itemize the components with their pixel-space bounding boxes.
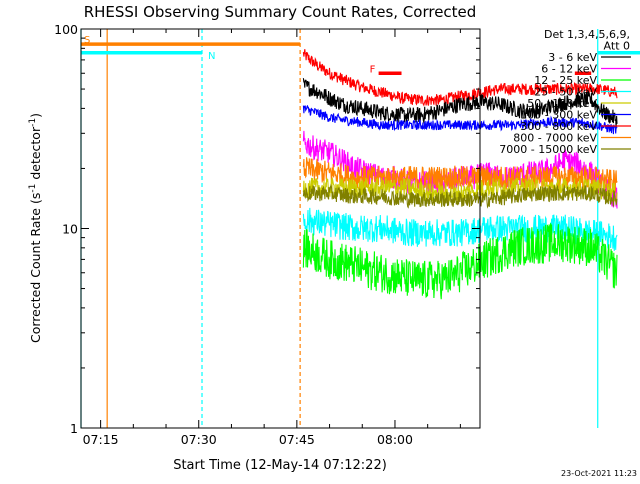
legend-entry-label: 300 - 800 keV [520,120,597,133]
series-line [302,183,618,209]
x-axis-label: Start Time (12-May-14 07:12:22) [173,458,387,473]
y-tick-label: 1 [70,421,78,436]
x-tick-label: 07:45 [279,432,315,447]
legend-header: Att 0 [604,40,630,53]
legend-entry-label: 6 - 12 keV [541,63,597,76]
series-line [302,104,618,135]
y-axis-label: Corrected Count Rate (s-1 detector-1) [28,113,43,343]
axes: 07:15 07:30 07:45 08:00 100 10 1 [54,22,481,447]
generation-timestamp: 23-Oct-2021 11:23 [561,469,637,478]
y-axis-label-part: Corrected Count Rate (s [28,193,43,343]
series-line [302,78,618,128]
chart-title: RHESSI Observing Summary Count Rates, Co… [84,3,477,21]
legend-entry-label: 800 - 7000 keV [513,132,597,145]
legend-entry-label: 12 - 25 keV [534,74,597,87]
legend-header: Det 1,3,4,5,6,9, [544,28,630,41]
x-tick-label: 07:30 [181,432,217,447]
legend-entry-label: 25 - 50 keV [534,86,597,99]
legend-entry-label: 50 - 100 keV [527,97,597,110]
y-axis-label-part: detector [28,126,43,184]
flag-label: N [208,51,215,62]
y-tick-label: 100 [54,22,78,37]
plot-area: S N F [80,29,640,428]
x-tick-label: 08:00 [377,432,413,447]
flag-label: F [370,64,376,75]
y-axis-label-superscript: -1 [28,184,38,193]
x-tick-label: 07:15 [83,432,119,447]
series-line [302,49,618,107]
legend-entry-label: 7000 - 15000 keV [499,143,597,156]
series-line [302,207,618,251]
y-axis-label-superscript: -1 [28,118,38,127]
y-axis-label-part: ) [28,113,43,118]
series-line [302,157,618,193]
legend-entry-label: 100 - 300 keV [520,109,597,122]
legend-entry-label: 3 - 6 keV [548,51,597,64]
series-line [302,130,618,209]
series-line [302,223,618,300]
y-tick-label: 10 [62,222,78,237]
flag-label: S [84,35,90,46]
